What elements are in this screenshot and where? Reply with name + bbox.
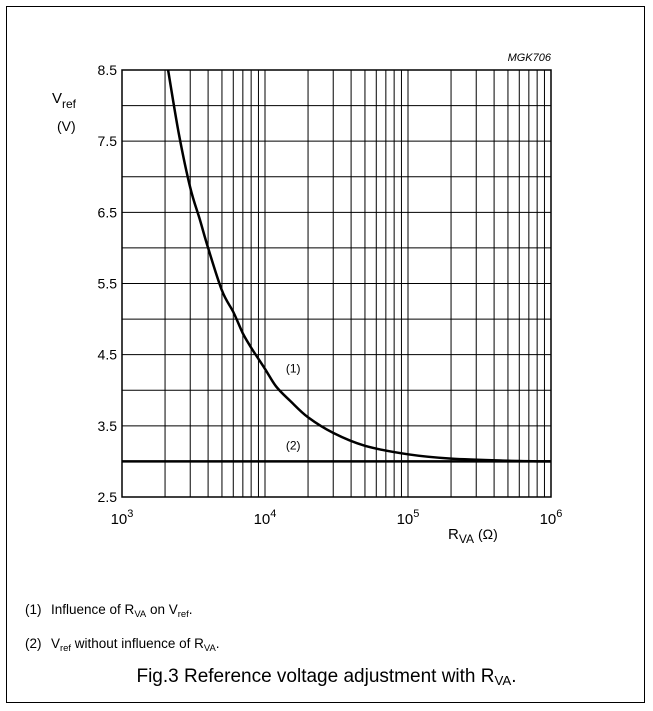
grid	[122, 70, 551, 497]
y-tick-label: 3.5	[98, 418, 118, 434]
x-tick-label: 103	[111, 508, 134, 528]
figure-caption: Fig.3 Reference voltage adjustment with …	[136, 666, 517, 688]
x-tick-label: 105	[397, 508, 420, 528]
x-tick-label: 104	[254, 508, 277, 528]
figure-code: MGK706	[508, 52, 552, 64]
x-axis-label: RVA (Ω)	[448, 526, 498, 546]
y-tick-label: 4.5	[98, 347, 118, 363]
series-label-1: (1)	[286, 361, 301, 375]
y-tick-label: 2.5	[98, 489, 118, 505]
note-1: (1) Influence of RVA on Vref.	[25, 602, 193, 620]
x-tick-label: 106	[540, 508, 563, 528]
y-tick-label: 8.5	[98, 62, 118, 78]
y-axis-label: Vref	[52, 90, 77, 111]
y-axis-unit: (V)	[57, 118, 76, 134]
y-tick-label: 7.5	[98, 133, 118, 149]
y-tick-label: 5.5	[98, 276, 118, 292]
plot-area-border	[121, 69, 552, 498]
figure-frame	[6, 6, 645, 703]
labels: 2.5 3.5 4.5 5.5 6.5 7.5 8.5 103 104 105 106 (1) (2)	[98, 62, 563, 528]
y-tick-label: 6.5	[98, 204, 118, 220]
series-label-2: (2)	[286, 438, 301, 452]
series-line-1	[166, 69, 552, 463]
note-2: (2) Vref without influence of RVA.	[25, 636, 220, 654]
curves	[122, 69, 552, 463]
